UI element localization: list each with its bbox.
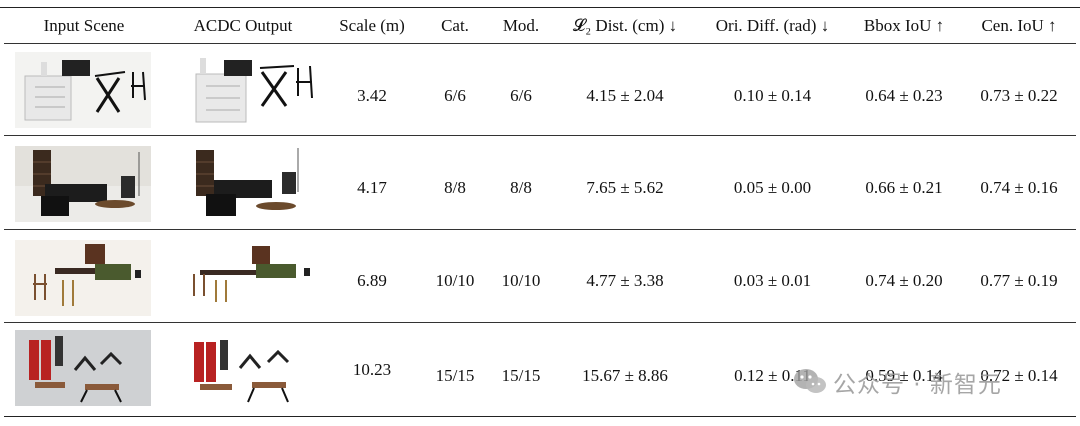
header-input-scene: Input Scene bbox=[43, 16, 125, 35]
row-2-cen: 0.74 ± 0.16 bbox=[980, 178, 1058, 197]
row-4-l2: 15.67 ± 8.86 bbox=[582, 366, 668, 385]
header-cen-iou: Cen. IoU ↑ bbox=[981, 16, 1057, 35]
row-rule-1 bbox=[4, 135, 1076, 136]
row-1-l2: 4.15 ± 2.04 bbox=[586, 86, 664, 105]
acdc-output-thumbnail-1 bbox=[190, 52, 326, 128]
row-4-cen: 0.72 ± 0.14 bbox=[980, 366, 1058, 385]
row-1-ori: 0.10 ± 0.14 bbox=[733, 86, 812, 105]
row-3-mod: 10/10 bbox=[501, 271, 541, 290]
acdc-output-thumbnail-2 bbox=[190, 146, 326, 222]
watermark: 公众号 · 新智元 bbox=[793, 364, 1002, 400]
row-2-mod: 8/8 bbox=[510, 178, 532, 197]
row-4-cat: 15/15 bbox=[435, 366, 475, 385]
row-4-scale: 10.23 bbox=[352, 360, 392, 379]
header-rule bbox=[4, 43, 1076, 44]
table-bottom-rule bbox=[4, 416, 1076, 417]
row-2-cat: 8/8 bbox=[444, 178, 466, 197]
table-top-rule bbox=[0, 7, 1080, 8]
row-2-l2: 7.65 ± 5.62 bbox=[586, 178, 664, 197]
input-scene-thumbnail-2 bbox=[15, 146, 151, 222]
row-4-mod: 15/15 bbox=[501, 366, 541, 385]
header-bbox-iou: Bbox IoU ↑ bbox=[863, 16, 945, 35]
header-cat: Cat. bbox=[441, 16, 469, 35]
row-3-ori: 0.03 ± 0.01 bbox=[733, 271, 812, 290]
row-3-bbox: 0.74 ± 0.20 bbox=[865, 271, 943, 290]
row-4-ori: 0.12 ± 0.11 bbox=[734, 366, 811, 385]
row-1-mod: 6/6 bbox=[510, 86, 532, 105]
row-1-scale: 3.42 bbox=[357, 86, 387, 105]
header-acdc-output: ACDC Output bbox=[193, 16, 293, 35]
row-rule-2 bbox=[4, 229, 1076, 230]
row-4-bbox: 0.59 ± 0.14 bbox=[865, 366, 943, 385]
row-1-cen: 0.73 ± 0.22 bbox=[980, 86, 1058, 105]
row-1-cat: 6/6 bbox=[444, 86, 466, 105]
header-ori-diff: Ori. Diff. (rad) ↓ bbox=[715, 16, 830, 35]
input-scene-thumbnail-4 bbox=[15, 330, 151, 406]
row-2-bbox: 0.66 ± 0.21 bbox=[865, 178, 943, 197]
row-1-bbox: 0.64 ± 0.23 bbox=[865, 86, 943, 105]
row-3-cen: 0.77 ± 0.19 bbox=[980, 271, 1058, 290]
row-2-ori: 0.05 ± 0.00 bbox=[733, 178, 812, 197]
watermark-text: 公众号 · 新智元 bbox=[833, 372, 1002, 398]
row-3-l2: 4.77 ± 3.38 bbox=[586, 271, 664, 290]
input-scene-thumbnail-3 bbox=[15, 240, 151, 316]
header-mod: Mod. bbox=[502, 16, 540, 35]
wechat-icon bbox=[794, 369, 826, 393]
row-2-scale: 4.17 bbox=[357, 178, 387, 197]
row-3-cat: 10/10 bbox=[435, 271, 475, 290]
acdc-output-thumbnail-3 bbox=[190, 240, 326, 316]
input-scene-thumbnail-1 bbox=[15, 52, 151, 128]
header-scale: Scale (m) bbox=[339, 16, 405, 35]
acdc-output-thumbnail-4 bbox=[190, 332, 326, 408]
row-3-scale: 6.89 bbox=[357, 271, 387, 290]
row-rule-3 bbox=[4, 322, 1076, 323]
header-l2-dist: 𝓛₂ Dist. (cm) ↓ bbox=[572, 16, 678, 35]
